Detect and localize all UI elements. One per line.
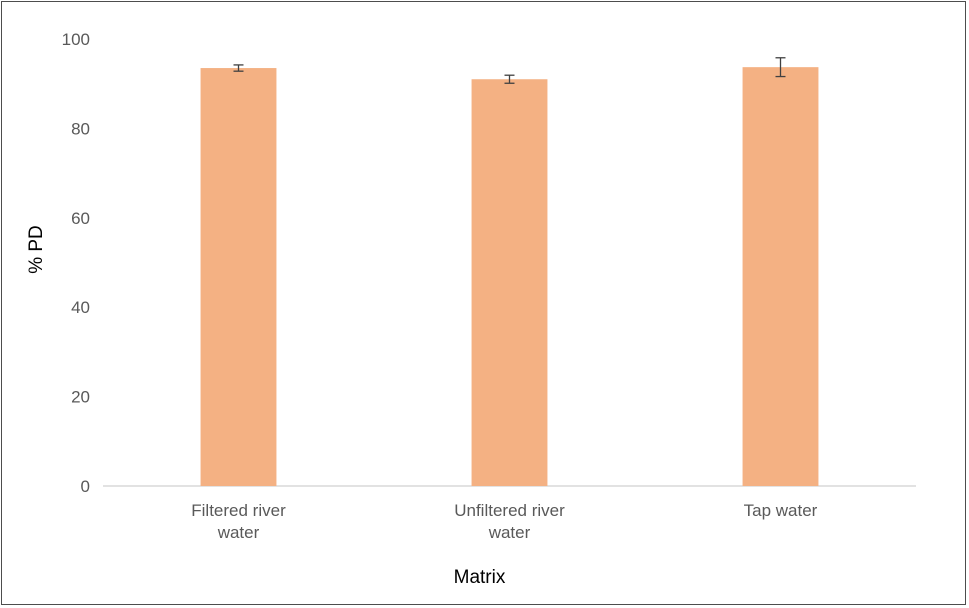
bar: [471, 79, 548, 486]
y-tick-label: 80: [71, 119, 90, 138]
bars: [200, 67, 819, 487]
y-axis-title: % PD: [26, 225, 47, 274]
x-axis-title: Matrix: [454, 567, 506, 588]
bar: [200, 68, 277, 487]
y-axis-ticks: 0 20 40 60 80 100: [62, 30, 90, 496]
error-bar: [233, 64, 244, 72]
bar: [742, 67, 819, 486]
y-tick-label: 40: [71, 298, 90, 317]
error-bar: [504, 74, 515, 84]
y-tick-label: 60: [71, 209, 90, 228]
y-tick-label: 20: [71, 388, 90, 407]
y-tick-label: 0: [81, 477, 90, 496]
x-tick-label: Filtered river water: [191, 501, 286, 542]
error-bars: [233, 57, 786, 84]
error-bar: [775, 57, 786, 78]
x-tick-label: Tap water: [744, 501, 818, 520]
x-axis-ticks: Filtered river water Unfiltered river water…: [191, 501, 817, 542]
y-tick-label: 100: [62, 30, 90, 49]
x-tick-label: Unfiltered river water: [454, 501, 565, 542]
